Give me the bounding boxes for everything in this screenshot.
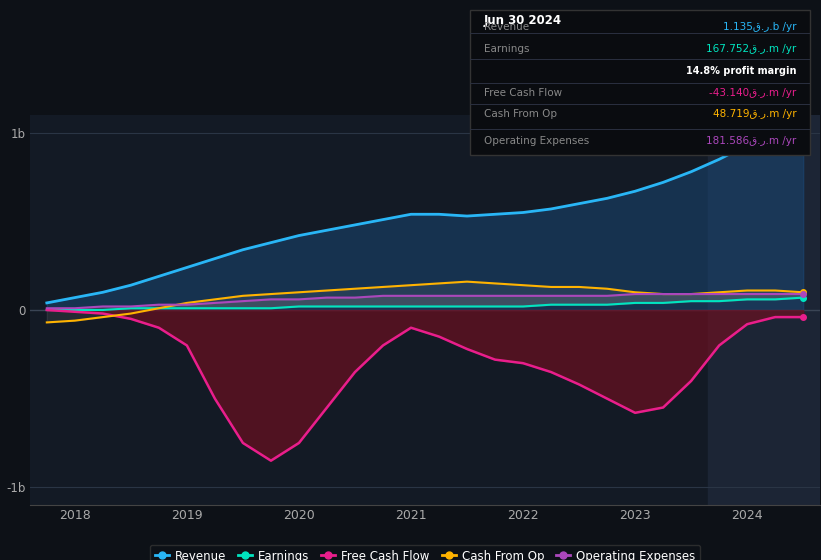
Text: 48.719ق.ر.m /yr: 48.719ق.ر.m /yr xyxy=(713,109,796,119)
Text: -43.140ق.ر.m /yr: -43.140ق.ر.m /yr xyxy=(709,88,796,97)
Text: 181.586ق.ر.m /yr: 181.586ق.ر.m /yr xyxy=(706,136,796,146)
FancyBboxPatch shape xyxy=(470,10,810,155)
Text: Operating Expenses: Operating Expenses xyxy=(484,136,589,146)
Text: 167.752ق.ر.m /yr: 167.752ق.ر.m /yr xyxy=(706,44,796,54)
Text: Revenue: Revenue xyxy=(484,22,529,32)
Text: Cash From Op: Cash From Op xyxy=(484,109,557,119)
Bar xyxy=(708,115,820,505)
Text: Earnings: Earnings xyxy=(484,44,529,54)
Text: Free Cash Flow: Free Cash Flow xyxy=(484,88,562,97)
Text: 14.8% profit margin: 14.8% profit margin xyxy=(686,66,796,76)
Legend: Revenue, Earnings, Free Cash Flow, Cash From Op, Operating Expenses: Revenue, Earnings, Free Cash Flow, Cash … xyxy=(150,545,700,560)
Text: 1.135ق.ر.b /yr: 1.135ق.ر.b /yr xyxy=(723,22,796,32)
Text: Jun 30 2024: Jun 30 2024 xyxy=(484,13,562,27)
